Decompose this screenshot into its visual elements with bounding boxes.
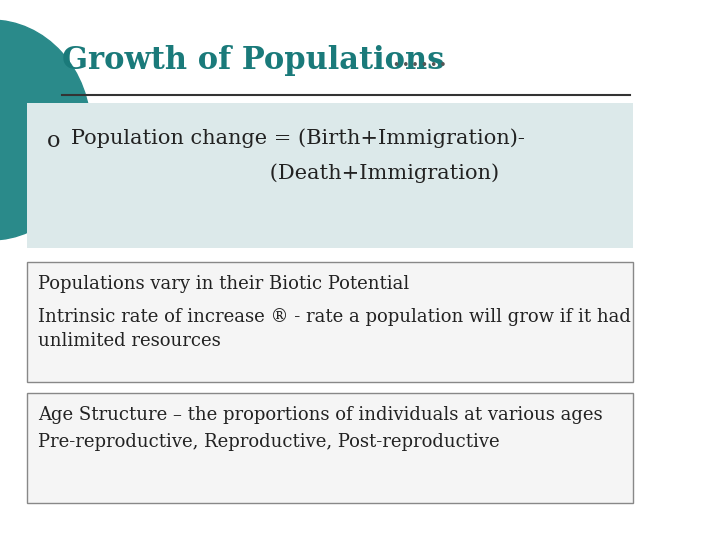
Text: Populations vary in their Biotic Potential: Populations vary in their Biotic Potenti… bbox=[38, 275, 409, 293]
Text: Growth of Populations: Growth of Populations bbox=[62, 45, 444, 76]
Text: ……: …… bbox=[383, 45, 448, 72]
FancyBboxPatch shape bbox=[27, 393, 633, 503]
FancyBboxPatch shape bbox=[27, 262, 633, 382]
Circle shape bbox=[0, 20, 91, 240]
Text: (Death+Immigration): (Death+Immigration) bbox=[71, 163, 499, 183]
Text: Population change = (Birth+Immigration)-: Population change = (Birth+Immigration)- bbox=[71, 128, 525, 147]
Text: Intrinsic rate of increase ® - rate a population will grow if it had: Intrinsic rate of increase ® - rate a po… bbox=[38, 308, 631, 326]
FancyBboxPatch shape bbox=[27, 103, 633, 248]
Text: unlimited resources: unlimited resources bbox=[38, 332, 221, 350]
Text: Age Structure – the proportions of individuals at various ages: Age Structure – the proportions of indiv… bbox=[38, 406, 603, 424]
Text: o: o bbox=[47, 130, 60, 152]
Text: Pre-reproductive, Reproductive, Post-reproductive: Pre-reproductive, Reproductive, Post-rep… bbox=[38, 433, 500, 451]
